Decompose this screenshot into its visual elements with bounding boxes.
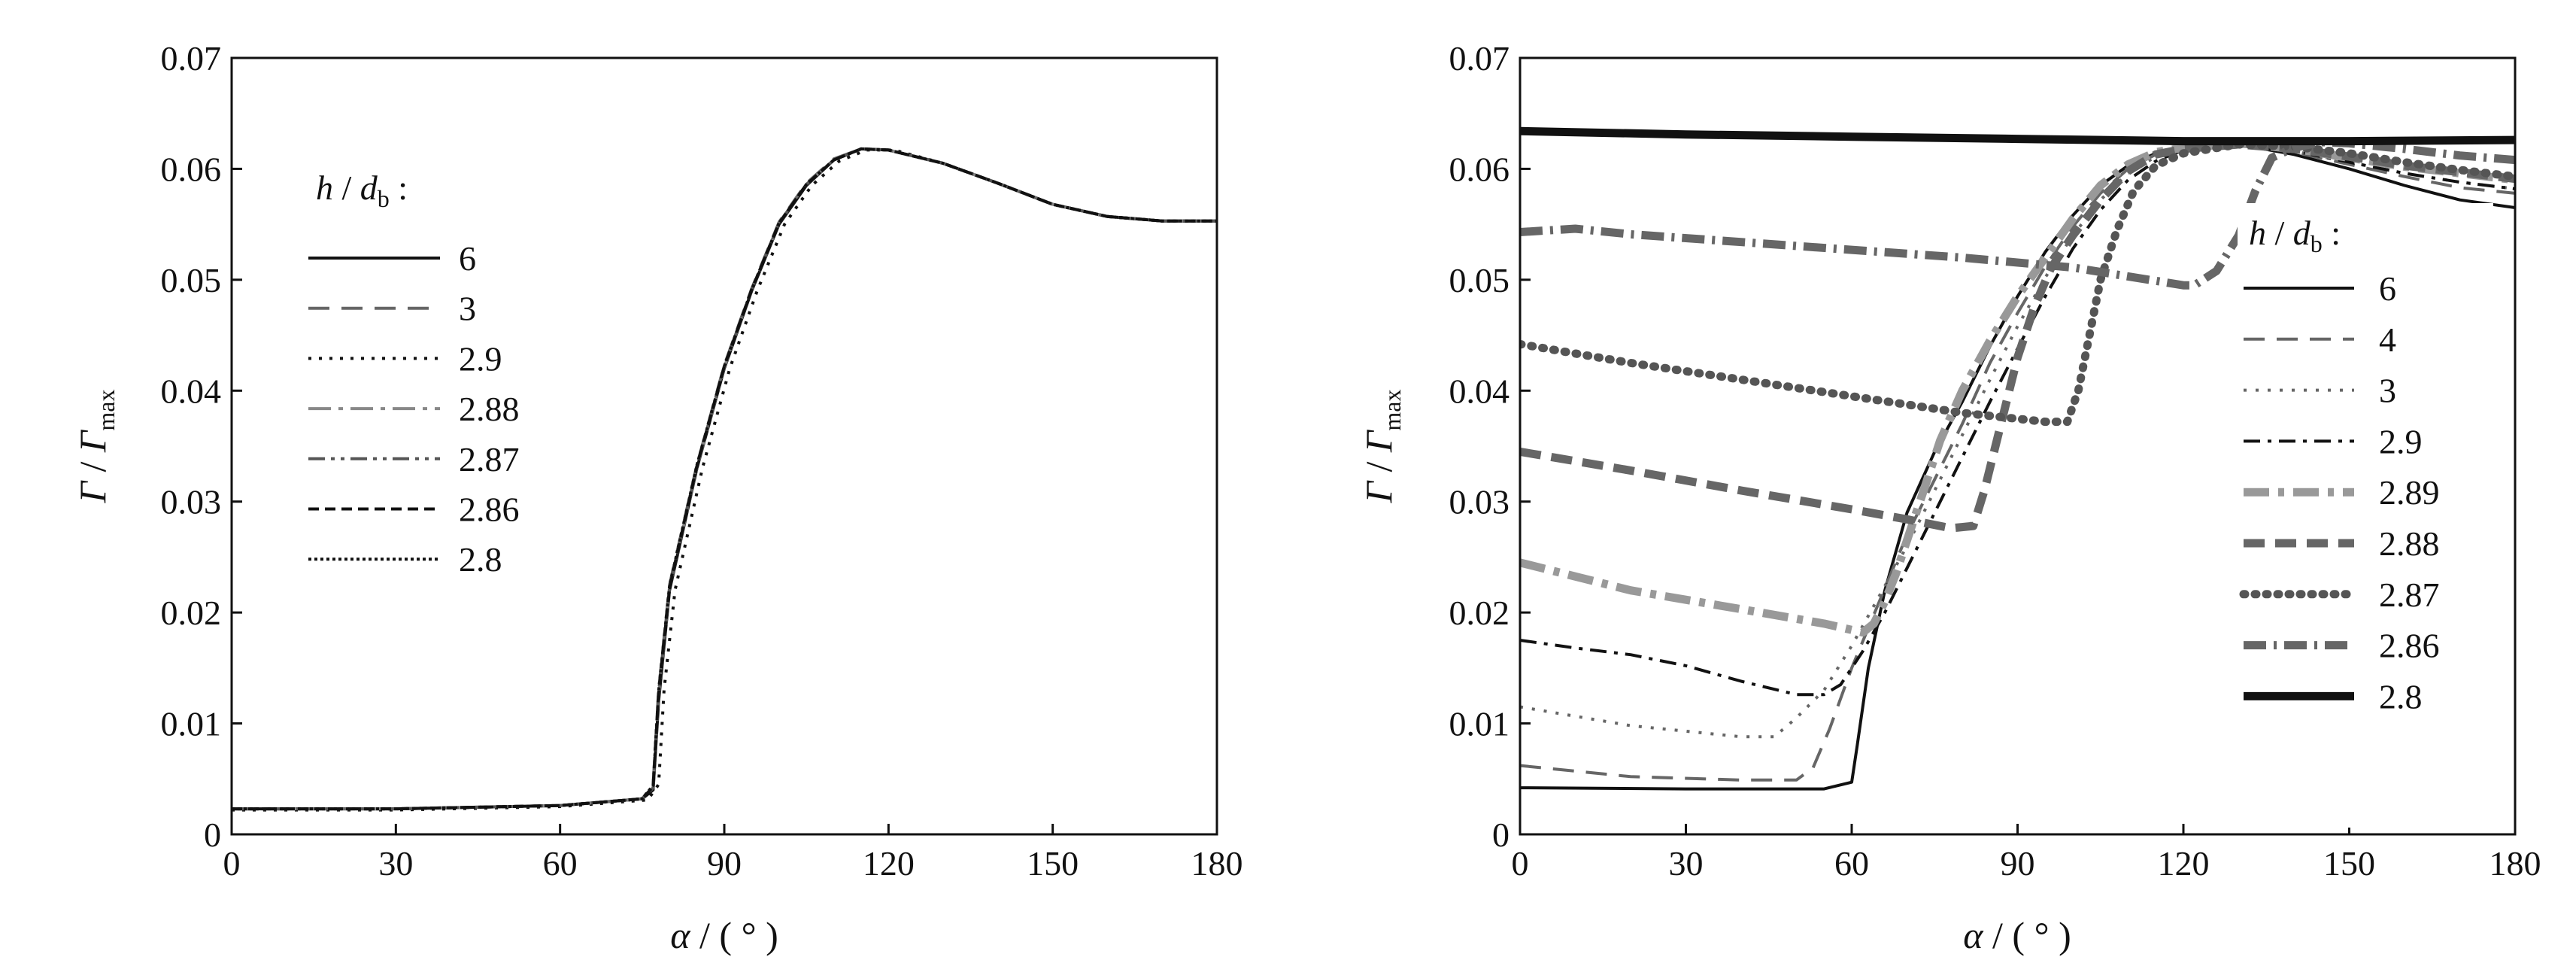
left-legend-label: 2.9: [459, 339, 502, 378]
right-x-tick-label: 180: [2490, 844, 2541, 882]
right-x-tick-label: 90: [2001, 844, 2035, 882]
left-series-line-6: [232, 147, 1217, 811]
left-y-tick-label: 0.05: [161, 261, 222, 299]
left-series-line-2_8: [232, 147, 1217, 811]
right-y-tick-label: 0: [1492, 816, 1509, 854]
left-x-tick-label: 90: [707, 844, 742, 882]
right-legend-label: 2.88: [2379, 524, 2440, 563]
right-legend-label: 2.8: [2379, 677, 2423, 715]
left-y-tick-label: 0.02: [161, 594, 222, 632]
right-x-tick-label: 30: [1669, 844, 1704, 882]
left-series-line-2_86: [232, 147, 1217, 811]
right-legend: 6 4 3 2.9 2.89 2.88 2.87 2.86 2.8: [2239, 269, 2440, 715]
right-series-line-2_87: [1520, 140, 2515, 427]
left-legend-label: 2.87: [459, 440, 520, 478]
left-y-tick-label: 0.04: [161, 372, 222, 410]
right-y-tick-label: 0.06: [1449, 150, 1510, 188]
left-x-tick-label: 30: [378, 844, 413, 882]
right-chart: 0 30 60 90 120 150 180 0 0.01 0.02 0.03 0.04 0.05 0.0…: [1358, 39, 2541, 956]
right-series-line-2_8: [1520, 126, 2515, 146]
left-x-tick-label: 60: [543, 844, 578, 882]
left-y-tick-label: 0.01: [161, 705, 222, 743]
left-y-tick-label: 0.03: [161, 483, 222, 521]
right-series-line-4: [1520, 143, 2515, 782]
left-y-tick-label: 0.06: [161, 150, 222, 188]
left-x-axis-label: α / ( ° ): [670, 914, 778, 956]
right-x-tick-label: 0: [1512, 844, 1529, 882]
left-x-tick-label: 0: [223, 844, 241, 882]
right-y-tick-label: 0.03: [1449, 483, 1510, 521]
right-legend-label: 3: [2379, 372, 2396, 410]
right-y-tick-label: 0.02: [1449, 594, 1510, 632]
left-legend-label: 2.88: [459, 390, 520, 428]
left-x-tick-label: 150: [1027, 844, 1079, 882]
right-x-tick-label: 120: [2158, 844, 2210, 882]
right-legend-label: 2.87: [2379, 576, 2440, 614]
right-legend-label: 4: [2379, 320, 2396, 359]
right-legend-label: 6: [2379, 269, 2396, 308]
right-y-tick-label: 0.01: [1449, 705, 1510, 743]
left-y-tick-label: 0: [204, 816, 221, 854]
left-plot-frame: [230, 56, 1218, 836]
right-y-tick-label: 0.07: [1449, 39, 1510, 77]
left-legend-label: 2.8: [459, 540, 502, 579]
left-y-axis-label: Γ / Γmax: [71, 390, 120, 504]
left-series-line-3: [232, 147, 1217, 811]
left-series-line-2_87: [232, 147, 1217, 811]
right-legend-background: [2238, 203, 2493, 828]
right-legend-label: 2.89: [2379, 473, 2440, 512]
left-legend-title: h / db :: [316, 169, 408, 212]
left-chart-series-group: [232, 147, 1217, 812]
left-series-line-2_9: [232, 148, 1217, 812]
left-x-tick-label: 120: [863, 844, 915, 882]
left-legend-label: 2.86: [459, 491, 520, 529]
right-axis-ticks: 0 30 60 90 120 150 180 0 0.01 0.02 0.03 0.04 0.05 0.0…: [1449, 39, 2541, 882]
right-y-axis-label: Γ / Γmax: [1358, 390, 1406, 504]
right-y-tick-label: 0.05: [1449, 261, 1510, 299]
left-legend-label: 3: [459, 290, 476, 328]
right-x-tick-label: 60: [1834, 844, 1869, 882]
left-series-line-2_88: [232, 147, 1217, 811]
right-series-line-2_88: [1520, 140, 2515, 533]
left-chart: 0 30 60 90 120 150 180 0 0.01 0.02 0.03 0.04 0.05 0.0…: [71, 39, 1243, 956]
right-x-axis-label: α / ( ° ): [1963, 914, 2071, 956]
left-legend-label: 6: [459, 239, 476, 278]
right-legend-label: 2.86: [2379, 627, 2440, 665]
right-legend-label: 2.9: [2379, 422, 2423, 460]
right-series-line-3: [1520, 143, 2515, 739]
right-chart-series-group: [1520, 126, 2515, 791]
left-legend: 6 3 2.9 2.88 2.87 2.86 2.8: [308, 239, 520, 579]
left-x-tick-label: 180: [1191, 844, 1243, 882]
right-y-tick-label: 0.04: [1449, 372, 1510, 410]
right-legend-title: h / db :: [2249, 214, 2341, 257]
right-x-tick-label: 150: [2323, 844, 2375, 882]
left-y-tick-label: 0.07: [161, 39, 222, 77]
left-axis-ticks: 0 30 60 90 120 150 180 0 0.01 0.02 0.03 0.04 0.05 0.0…: [161, 39, 1243, 882]
